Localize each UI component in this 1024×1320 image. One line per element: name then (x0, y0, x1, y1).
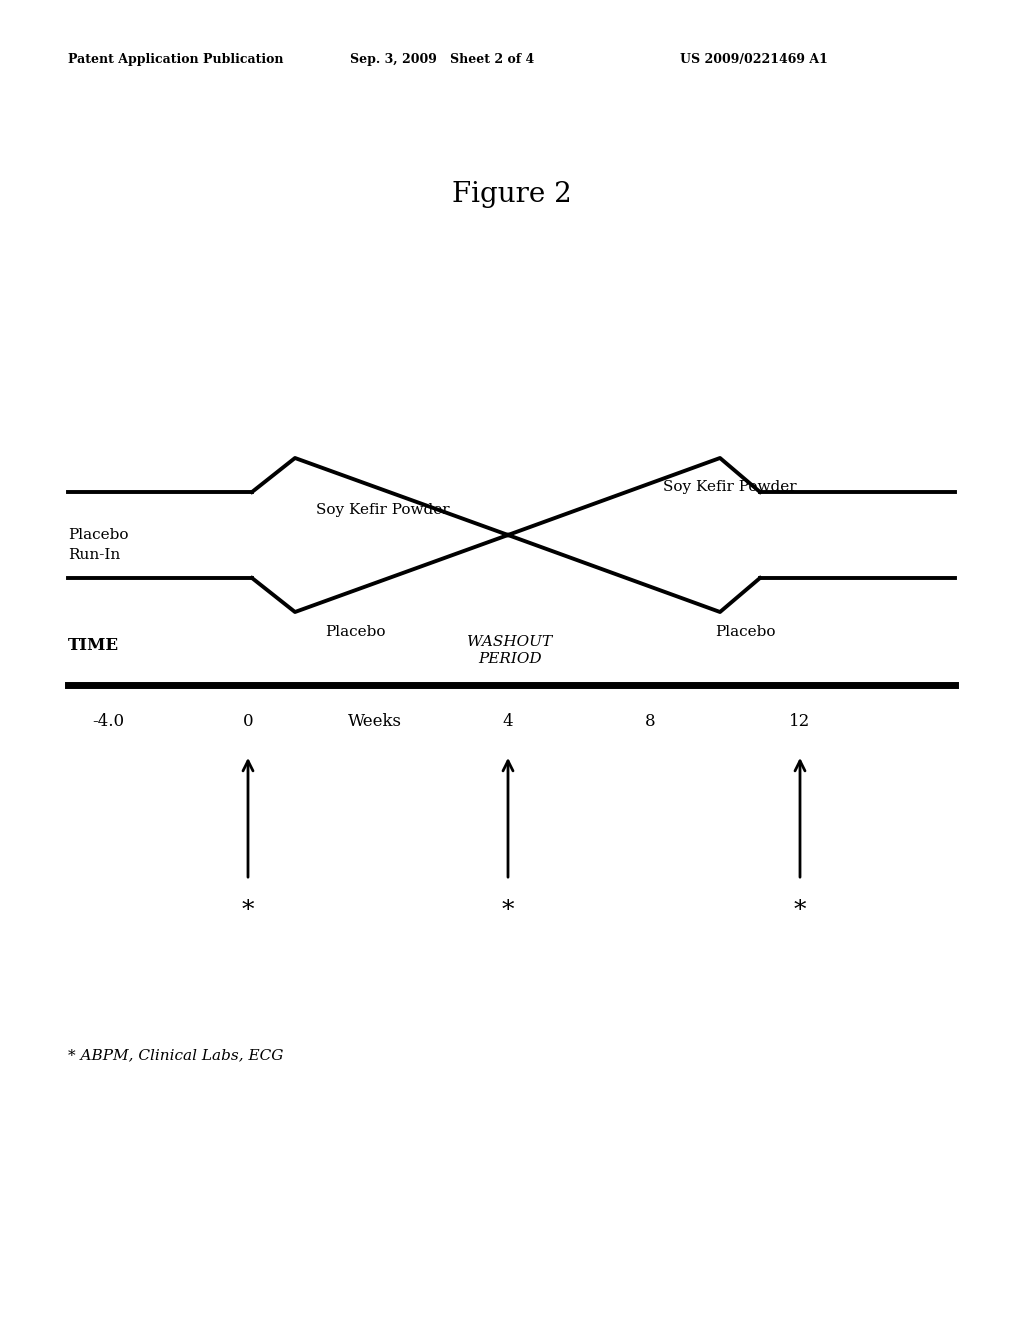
Text: Soy Kefir Powder: Soy Kefir Powder (316, 503, 450, 517)
Text: Placebo: Placebo (715, 624, 775, 639)
Text: *: * (242, 899, 254, 921)
Text: 4: 4 (503, 714, 513, 730)
Text: 8: 8 (645, 714, 655, 730)
Text: 12: 12 (790, 714, 811, 730)
Text: WASHOUT
PERIOD: WASHOUT PERIOD (467, 635, 553, 667)
Text: Sep. 3, 2009   Sheet 2 of 4: Sep. 3, 2009 Sheet 2 of 4 (350, 54, 535, 66)
Text: Weeks: Weeks (348, 714, 402, 730)
Text: Patent Application Publication: Patent Application Publication (68, 54, 284, 66)
Text: 0: 0 (243, 714, 253, 730)
Text: Placebo
Run-In: Placebo Run-In (68, 528, 128, 562)
Text: -4.0: -4.0 (92, 714, 124, 730)
Text: * ABPM, Clinical Labs, ECG: * ABPM, Clinical Labs, ECG (68, 1048, 284, 1063)
Text: Soy Kefir Powder: Soy Kefir Powder (664, 480, 797, 494)
Text: US 2009/0221469 A1: US 2009/0221469 A1 (680, 54, 827, 66)
Text: Figure 2: Figure 2 (453, 181, 571, 209)
Text: *: * (502, 899, 514, 921)
Text: *: * (794, 899, 806, 921)
Text: TIME: TIME (68, 636, 119, 653)
Text: Placebo: Placebo (325, 624, 385, 639)
